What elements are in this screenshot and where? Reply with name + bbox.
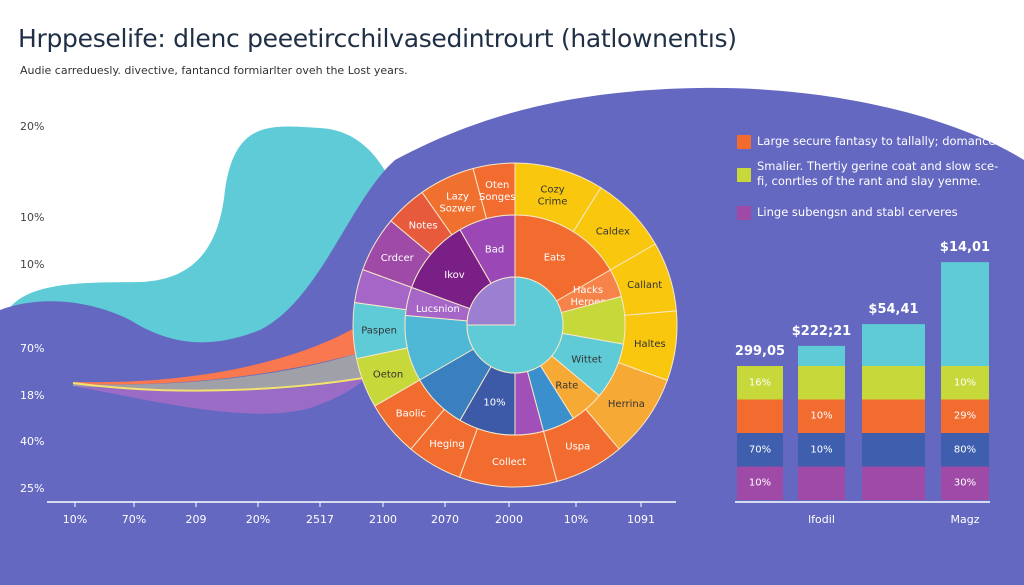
bar-category-label: lfodil <box>808 513 835 526</box>
bar-segment-label: 10% <box>953 377 977 389</box>
legend-swatch <box>737 135 751 149</box>
middle-ring-label: Rate <box>555 381 578 392</box>
y-tick-label: 25% <box>20 482 45 495</box>
bar-total-label: 299,05 <box>734 344 786 359</box>
bar-segment-label: 10% <box>810 410 833 422</box>
outer-ring-label: Baolic <box>396 408 426 419</box>
bar-segment <box>941 433 989 467</box>
middle-ring-label: 10% <box>483 397 505 408</box>
stacked-bar-chart <box>737 262 989 500</box>
page-title: Hrppeselife: dlenc peeetircchilvasedintr… <box>18 24 737 53</box>
legend-swatch <box>737 168 751 182</box>
outer-ring-label: Callant <box>627 280 662 291</box>
outer-ring-label: Herrina <box>608 399 645 410</box>
x-tick-label: 1091 <box>627 513 655 526</box>
bar-segment <box>737 399 783 433</box>
outer-ring-label: Oeton <box>373 370 403 381</box>
x-tick-label: 2100 <box>369 513 397 526</box>
bar-segment-label: 30% <box>953 477 977 489</box>
orange-ribbon <box>73 325 362 385</box>
bar-segment-label: 10% <box>810 444 833 456</box>
bar-segment <box>798 433 845 467</box>
legend-item: Smalier. Thertiy gerine coat and slow sc… <box>737 159 1007 189</box>
middle-ring-label: Eats <box>544 253 566 264</box>
bar-category-label: Magz <box>950 513 980 526</box>
bar-segment <box>798 466 845 500</box>
outer-ring-label: Collect <box>492 457 526 468</box>
x-tick-label: 20% <box>245 513 271 526</box>
legend-label: Smalier. Thertiy gerine coat and slow sc… <box>757 159 999 188</box>
middle-ring-label: Lucsnion <box>416 304 460 315</box>
bar-total-label: $14,01 <box>939 240 991 256</box>
y-tick-label: 10% <box>20 211 45 224</box>
bar-segment <box>737 466 783 500</box>
x-tick-label: 2517 <box>306 513 334 526</box>
y-tick-label: 40% <box>20 435 45 448</box>
bar-segment <box>862 399 925 433</box>
legend-item: Linge subengsn and stabl cerveres <box>737 205 958 220</box>
inner-ring-segment <box>466 276 564 374</box>
bar-segment <box>941 366 989 400</box>
bar-segment <box>798 399 845 433</box>
outer-ring-label: Heging <box>429 439 464 450</box>
bar-segment <box>862 466 925 500</box>
y-tick-label: 70% <box>20 342 45 355</box>
legend-label: Large secure fantasy to tallally; domanc… <box>757 134 996 148</box>
legend-item: Large secure fantasy to tallally; domanc… <box>737 134 995 149</box>
purple-ribbon <box>73 378 365 414</box>
bar-segment <box>941 262 989 366</box>
outer-ring-label: Uspa <box>565 442 590 453</box>
legend-swatch <box>737 206 751 220</box>
y-tick-label: 20% <box>20 120 45 133</box>
outer-ring-label: Oten Songes <box>479 180 516 203</box>
bar-segment <box>737 366 783 400</box>
y-tick-label: 18% <box>20 389 45 402</box>
bar-segment-label: 80% <box>953 444 977 456</box>
x-tick-label: 2000 <box>495 513 523 526</box>
outer-ring-label: Crdcer <box>381 253 415 264</box>
bar-segment <box>798 366 845 400</box>
x-tick-label: 70% <box>121 513 147 526</box>
bar-segment <box>941 399 989 433</box>
bar-segment-label: 16% <box>748 377 772 389</box>
bar-segment <box>862 366 925 400</box>
middle-ring-label: Ikov <box>444 270 465 281</box>
yellow-line <box>72 374 381 392</box>
bar-segment <box>798 345 845 366</box>
bar-segment <box>862 324 925 366</box>
inner-ring-segment <box>466 276 516 326</box>
outer-ring-label: Notes <box>409 221 438 232</box>
outer-ring-label: Lazy Sozwer <box>439 192 476 215</box>
legend-label: Linge subengsn and stabl cerveres <box>757 205 958 219</box>
middle-ring-label: Wittet <box>571 354 601 365</box>
bar-total-label: $54,41 <box>868 302 919 318</box>
page-subtitle: Audie carreduesly. divective, fantancd f… <box>20 64 408 77</box>
bar-segment <box>737 433 783 467</box>
middle-ring-label: Bad <box>485 245 504 256</box>
y-tick-label: 10% <box>20 258 45 271</box>
x-tick-label: 10% <box>563 513 589 526</box>
outer-ring-label: Paspen <box>361 326 397 337</box>
bar-segment-label: 70% <box>748 444 772 456</box>
bar-segment-label: 29% <box>953 410 977 422</box>
gray-ribbon <box>73 352 365 390</box>
bar-segment <box>862 433 925 467</box>
bar-segment-label: 10% <box>748 477 772 489</box>
middle-ring-label: Hacks Heroes <box>570 285 605 308</box>
x-tick-label: 2070 <box>431 513 459 526</box>
x-tick-label: 10% <box>62 513 88 526</box>
outer-ring-label: Caldex <box>596 227 630 238</box>
sunburst-chart: Cozy Crime Caldex Callant Haltes Herrina Uspa C… <box>352 162 678 488</box>
bar-total-label: $222;21 <box>791 323 852 339</box>
x-tick-label: 209 <box>185 513 207 526</box>
outer-ring-label: Haltes <box>634 339 666 350</box>
bar-segment <box>941 466 989 500</box>
outer-ring-label: Cozy Crime <box>538 184 568 207</box>
